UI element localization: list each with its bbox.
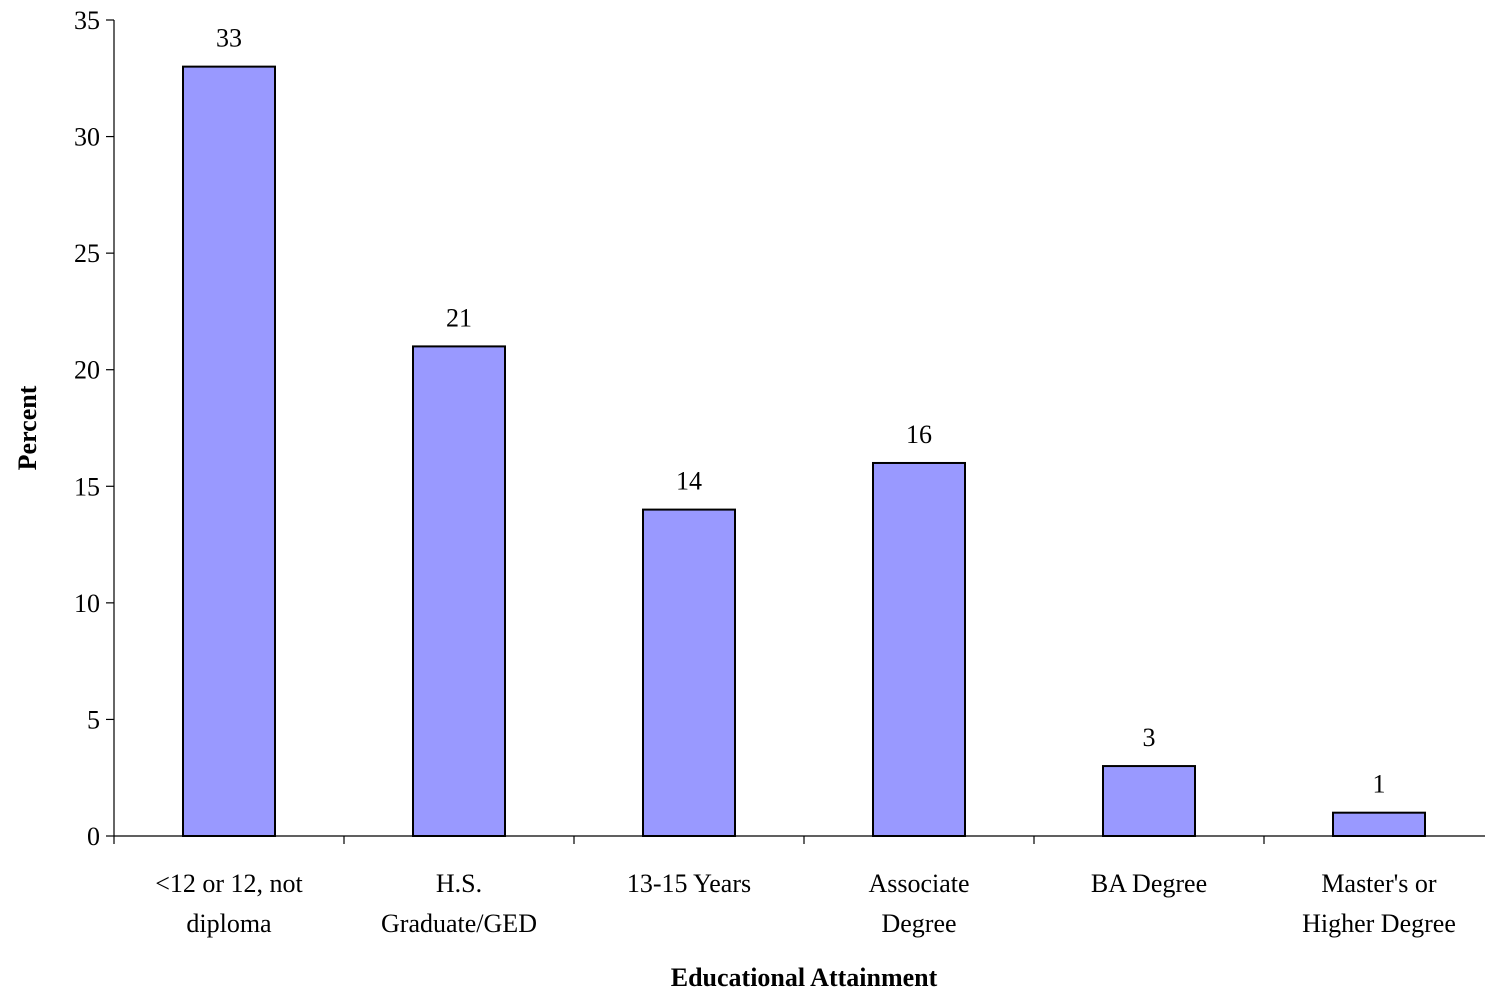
y-axis: 0 5 10 15 20 25 30 35 <box>74 6 115 851</box>
y-tick-label: 0 <box>87 822 100 851</box>
bar <box>642 508 736 837</box>
category-label: Master's or <box>1321 869 1437 898</box>
category-label: H.S. <box>436 869 482 898</box>
x-axis <box>113 835 1485 844</box>
bar <box>412 345 506 837</box>
data-label: 1 <box>1373 770 1386 799</box>
category-label: BA Degree <box>1091 869 1207 898</box>
category-label: <12 or 12, not <box>155 869 303 898</box>
y-tick-label: 10 <box>74 589 100 618</box>
bar <box>182 65 276 837</box>
category-labels: <12 or 12, not diploma H.S. Graduate/GED 13-… <box>155 869 1456 938</box>
y-tick-label: 30 <box>74 123 100 152</box>
category-label: Higher Degree <box>1302 909 1456 938</box>
data-label: 16 <box>906 420 932 449</box>
y-tick-label: 15 <box>74 472 100 501</box>
category-label: Graduate/GED <box>381 909 537 938</box>
bar <box>1332 811 1426 838</box>
bars <box>182 65 1426 838</box>
data-label: 33 <box>216 24 242 53</box>
bar <box>872 461 966 837</box>
category-label: 13-15 Years <box>627 869 751 898</box>
category-label: Associate <box>868 869 969 898</box>
category-label: diploma <box>186 909 272 938</box>
y-axis-title: Percent <box>13 385 42 470</box>
data-label: 3 <box>1143 723 1156 752</box>
y-tick-label: 35 <box>74 6 100 35</box>
y-tick-label: 5 <box>87 705 100 734</box>
data-label: 21 <box>446 303 472 332</box>
category-label: Degree <box>881 909 956 938</box>
bar <box>1102 765 1196 837</box>
data-labels: 33 21 14 16 3 1 <box>216 24 1386 799</box>
y-tick-label: 25 <box>74 239 100 268</box>
data-label: 14 <box>676 467 702 496</box>
x-axis-title: Educational Attainment <box>671 963 938 991</box>
y-tick-label: 20 <box>74 356 100 385</box>
